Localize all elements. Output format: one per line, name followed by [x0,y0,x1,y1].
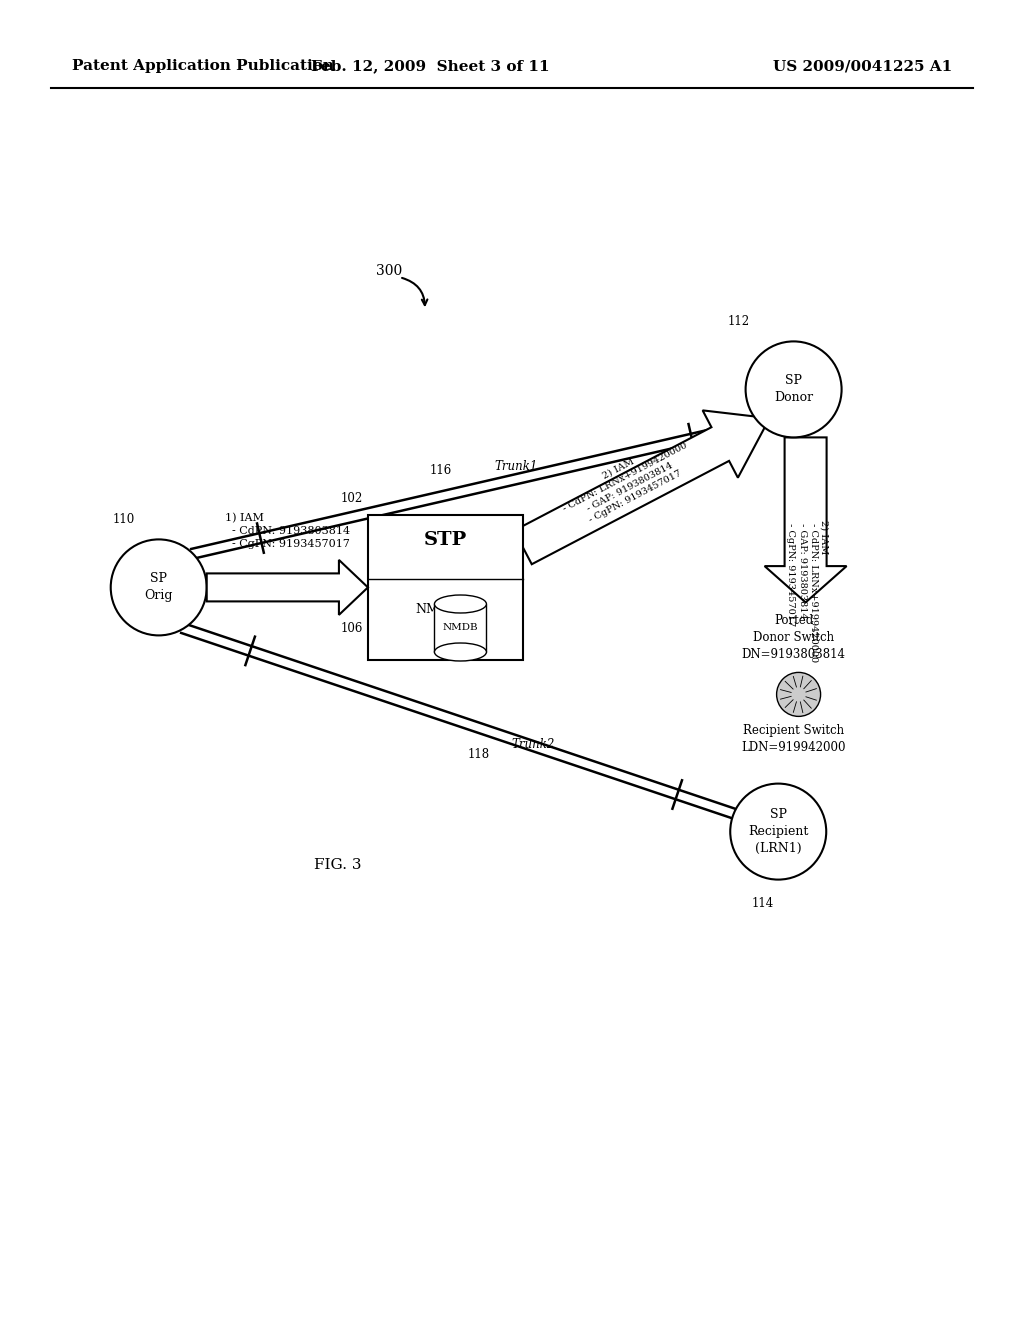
Ellipse shape [434,643,486,661]
Text: NM: NM [416,603,439,615]
Text: Feb. 12, 2009  Sheet 3 of 11: Feb. 12, 2009 Sheet 3 of 11 [310,59,550,74]
Circle shape [111,540,207,635]
Text: 104: 104 [341,582,362,595]
Text: 110: 110 [113,513,135,525]
Text: NMDB: NMDB [442,623,478,632]
Polygon shape [514,411,770,564]
Text: 116: 116 [430,463,453,477]
Text: 300: 300 [376,264,402,277]
Text: 118: 118 [468,748,489,762]
Text: 106: 106 [341,622,362,635]
Text: Trunk2: Trunk2 [512,738,555,751]
Ellipse shape [434,595,486,612]
Text: 1) IAM
  - CdPN: 9193803814
  - CgPN: 9193457017: 1) IAM - CdPN: 9193803814 - CgPN: 919345… [224,512,350,549]
Text: 102: 102 [341,492,362,504]
Polygon shape [207,560,368,615]
Text: 2) IAM
 - CdPN: LRNx+9199420000
 - GAP: 9193803814
 - CgPN: 9193457017: 2) IAM - CdPN: LRNx+9199420000 - GAP: 91… [554,432,699,535]
Text: STP: STP [424,531,467,549]
Circle shape [730,784,826,879]
Text: 2) IAM
 - CdPN: LRNx+9199420000
 - GAP: 9193803814
 - CgPN: 9193457017: 2) IAM - CdPN: LRNx+9199420000 - GAP: 91… [786,520,828,663]
Text: Trunk1: Trunk1 [495,459,538,473]
Text: US 2009/0041225 A1: US 2009/0041225 A1 [773,59,952,74]
Text: Ported
Donor Switch
DN=9193803814: Ported Donor Switch DN=9193803814 [741,614,846,661]
Text: SP
Orig: SP Orig [144,573,173,602]
Text: Recipient Switch
LDN=919942000: Recipient Switch LDN=919942000 [741,725,846,755]
Text: SP
Recipient
(LRN1): SP Recipient (LRN1) [749,808,808,855]
Text: 112: 112 [727,315,750,327]
Text: 114: 114 [752,898,774,909]
Circle shape [776,672,820,717]
Polygon shape [765,437,847,602]
Circle shape [745,342,842,437]
Text: FIG. 3: FIG. 3 [314,858,361,871]
Bar [368,515,523,660]
Bar [434,605,486,652]
Text: Patent Application Publication: Patent Application Publication [72,59,334,74]
Text: SP
Donor: SP Donor [774,375,813,404]
